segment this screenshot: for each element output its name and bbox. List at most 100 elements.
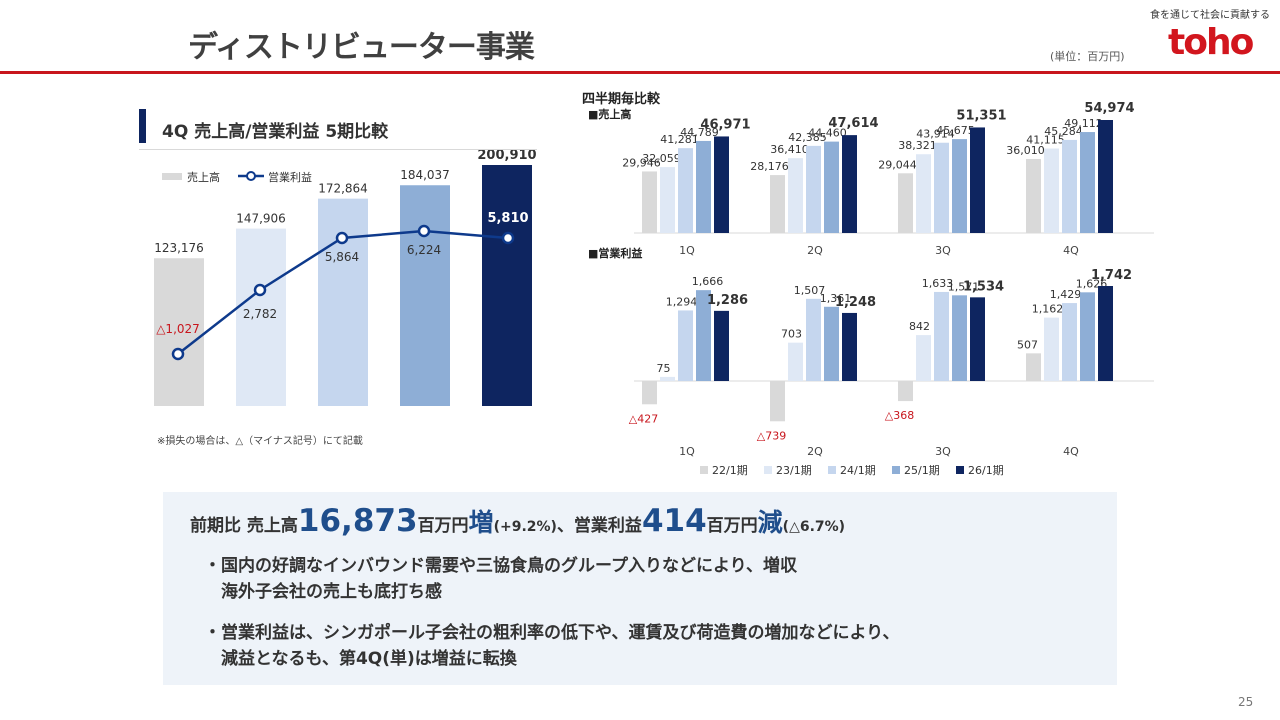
op-point <box>253 283 267 297</box>
bullet-1: ・国内の好調なインバウンド需要や三協食鳥のグループ入りなどにより、増収 海外子会… <box>204 553 797 605</box>
quarter-bar <box>788 158 803 233</box>
quarter-bar <box>1098 286 1113 381</box>
quarter-value-label: 1,507 <box>794 284 826 297</box>
quarter-value-label: 703 <box>781 328 802 341</box>
quarter-bar <box>642 171 657 233</box>
quarter-value-label: 1,742 <box>1091 268 1132 283</box>
summary-headline: 前期比 売上高16,873百万円増(+9.2%)、営業利益414百万円減(△6.… <box>190 503 845 539</box>
quarter-value-label: 29,946 <box>622 156 661 169</box>
sales-increase: 増 <box>468 508 494 537</box>
legend-swatch <box>956 466 964 474</box>
quarter-value-label: 75 <box>657 362 671 375</box>
quarter-bar <box>714 136 729 233</box>
bullet-line: ・国内の好調なインバウンド需要や三協食鳥のグループ入りなどにより、増収 <box>204 556 797 576</box>
quarter-value-label: 49,112 <box>1064 117 1103 130</box>
op-value-label: 6,224 <box>407 243 441 257</box>
legend-marker-op <box>246 171 256 181</box>
quarter-bar <box>934 291 949 381</box>
unit-label: (単位：百万円) <box>1050 50 1125 63</box>
quarter-bar <box>1044 148 1059 233</box>
header-divider <box>0 71 1280 74</box>
section-marker <box>139 109 146 143</box>
legend-label: 25/1期 <box>904 464 940 477</box>
sales-bar <box>154 258 204 406</box>
quarter-value-label: 1,633 <box>922 277 954 290</box>
legend-label: 24/1期 <box>840 464 876 477</box>
sales-bar <box>236 228 286 406</box>
legend-label: 26/1期 <box>968 464 1004 477</box>
quarter-value-label: 28,176 <box>750 160 789 173</box>
sales-bar <box>318 198 368 406</box>
quarter-bar <box>934 142 949 233</box>
quarter-value-label: 44,460 <box>808 127 847 140</box>
quarter-bar <box>916 154 931 233</box>
quarter-bar <box>970 297 985 381</box>
quarter-value-label: 32,059 <box>642 152 681 165</box>
quarter-label: 2Q <box>807 445 823 458</box>
left-chart-title: 4Q 売上高/営業利益 5期比較 <box>162 122 389 142</box>
quarter-bar <box>696 290 711 381</box>
quarter-bar <box>806 298 821 381</box>
op-point <box>171 347 185 361</box>
bullet-line: ・営業利益は、シンガポール子会社の粗利率の低下や、運賃及び荷造費の増加などにより… <box>204 623 900 643</box>
quarter-value-label: 1,294 <box>666 295 698 308</box>
quarter-bar <box>1062 303 1077 381</box>
page-title: ディストリビューター事業 <box>188 30 535 65</box>
legend-swatch <box>892 466 900 474</box>
quarter-value-label: 54,974 <box>1084 101 1134 116</box>
quarter-value-label: 1,162 <box>1032 303 1064 316</box>
bullet-line: 減益となるも、第4Q(単)は増益に転換 <box>204 649 517 669</box>
quarter-value-label: 36,410 <box>770 143 809 156</box>
quarter-bar <box>1080 292 1095 381</box>
quarter-value-label: △739 <box>757 429 786 442</box>
summary-mid: 、営業利益 <box>556 516 642 536</box>
op-point <box>335 231 349 245</box>
quarter-bar <box>898 381 913 402</box>
quarter-bar <box>770 381 785 422</box>
series-title: ■営業利益 <box>588 246 642 260</box>
sales-unit: 百万円 <box>417 516 469 536</box>
quarter-label: 4Q <box>1063 445 1079 458</box>
quarter-value-label: 842 <box>909 320 930 333</box>
annual-chart: 売上高 営業利益 123,176 147,906 172,864 184,037 200,9… <box>154 150 537 406</box>
quarter-bar <box>1026 353 1041 381</box>
op-decrease: 減 <box>757 508 783 537</box>
legend-label: 23/1期 <box>776 464 812 477</box>
quarter-bar <box>696 140 711 233</box>
quarter-value-label: 41,115 <box>1026 133 1065 146</box>
sales-bar <box>482 165 532 406</box>
quarter-label: 4Q <box>1063 244 1079 257</box>
quarter-bar <box>898 173 913 233</box>
quarter-label: 3Q <box>935 244 951 257</box>
page-number: 25 <box>1238 695 1254 709</box>
quarter-value-label: 43,914 <box>916 128 955 141</box>
quarter-bar <box>952 139 967 233</box>
quarter-label: 1Q <box>679 445 695 458</box>
quarter-label: 3Q <box>935 445 951 458</box>
quarter-value-label: 47,614 <box>828 116 878 131</box>
legend-swatch-sales <box>162 173 182 180</box>
quarter-value-label: △368 <box>885 409 914 422</box>
sales-value-label: 123,176 <box>154 241 204 255</box>
quarter-value-label: 38,321 <box>898 139 937 152</box>
quarter-value-label: 36,010 <box>1006 144 1045 157</box>
sales-value-label: 184,037 <box>400 168 450 182</box>
quarter-bar <box>642 381 657 405</box>
sales-bar <box>400 185 450 406</box>
quarter-bar <box>970 127 985 233</box>
quarter-bar <box>1098 120 1113 233</box>
quarter-bar <box>806 145 821 233</box>
quarter-bar <box>678 148 693 233</box>
bullet-line: 海外子会社の売上も底打ち感 <box>204 582 442 602</box>
quarter-value-label: 45,284 <box>1044 125 1083 138</box>
quarter-value-label: 1,361 <box>820 292 852 305</box>
quarterly-profit-chart: ■営業利益 △427 75 1,294 1,666 1,286 1Q △739 703 1,507… <box>588 246 1154 477</box>
sales-value-label: 147,906 <box>236 212 286 226</box>
quarter-bar <box>770 175 785 233</box>
quarter-bar <box>1044 317 1059 381</box>
quarter-label: 2Q <box>807 244 823 257</box>
op-point <box>417 224 431 238</box>
op-unit: 百万円 <box>706 516 758 536</box>
loss-note: ※損失の場合は、△（マイナス記号）にて記載 <box>157 436 363 447</box>
